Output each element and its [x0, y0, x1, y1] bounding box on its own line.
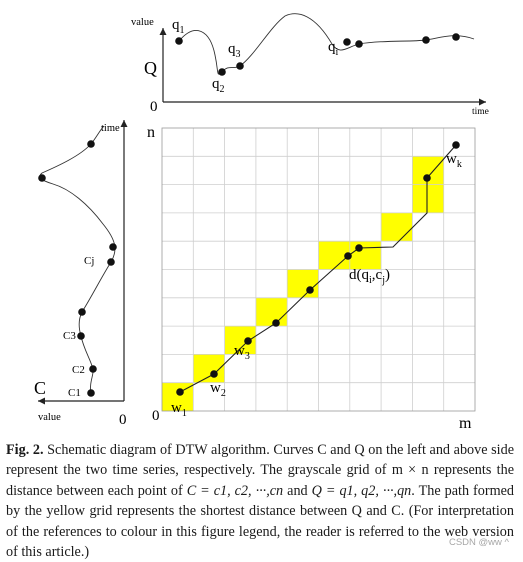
figure-caption: Fig. 2. Schematic diagram of DTW algorit…	[6, 440, 514, 562]
c1-label: C1	[68, 387, 81, 399]
path-cell	[349, 241, 382, 270]
c-point	[78, 308, 86, 316]
watermark: CSDN @ww ^	[448, 537, 509, 548]
q-point	[343, 38, 351, 46]
caption-text-2: and	[283, 482, 312, 499]
c-point	[109, 243, 117, 251]
q2-label: q2	[212, 76, 225, 95]
top-plot-origin-label: 0	[150, 99, 158, 115]
path-point	[244, 337, 252, 345]
c3-label: C3	[63, 330, 76, 342]
c-point	[89, 365, 97, 373]
q-point	[175, 37, 183, 45]
c-point	[38, 174, 46, 182]
left-plot-time-label: time	[101, 123, 120, 134]
path-point	[306, 286, 314, 294]
w3-label: w3	[234, 343, 250, 362]
c-point	[77, 332, 85, 340]
c-point	[87, 140, 95, 148]
dtw-figure: value time Q 0 q1 q2 q3 qi time value C …	[34, 13, 489, 432]
q-point	[236, 62, 244, 70]
distance-label: d(qi,cj)	[349, 267, 390, 286]
path-point	[272, 319, 280, 327]
top-plot-q: value time Q 0 q1 q2 q3 qi	[131, 13, 489, 117]
grid-cols-label: m	[459, 415, 472, 432]
w2-label: w2	[210, 380, 226, 399]
path-point	[355, 244, 363, 252]
c-point	[87, 389, 95, 397]
q1-label: q1	[172, 17, 185, 36]
q-point	[355, 40, 363, 48]
q-point	[422, 36, 430, 44]
path-cell	[255, 297, 288, 327]
grid-rows-label: n	[147, 124, 155, 141]
c2-label: C2	[72, 364, 85, 376]
caption-equation-q: Q = q1, q2, ···,qn	[311, 482, 412, 499]
path-cell	[381, 212, 413, 242]
q-point	[218, 68, 226, 76]
q-point	[452, 33, 460, 41]
left-plot-series-label: C	[34, 378, 46, 398]
c-curve	[39, 125, 116, 394]
caption-text-3: . The path formed by the yellow grid rep…	[6, 482, 515, 561]
wk-label: wk	[446, 151, 462, 170]
cj-label: Cj	[84, 255, 94, 267]
caption-equation-c: C = c1, c2, ···,cn	[186, 482, 284, 499]
left-plot-origin-label: 0	[119, 412, 127, 428]
q3-label: q3	[228, 41, 241, 60]
left-plot-c: time value C 0 Cj C3 C2 C1	[34, 120, 128, 428]
grid-border	[161, 127, 476, 412]
c-point	[107, 258, 115, 266]
path-point	[210, 370, 218, 378]
path-point	[452, 141, 460, 149]
caption-text-1: Schematic diagram of DTW algorithm. Curv…	[6, 442, 514, 499]
path-cell	[412, 184, 444, 213]
caption-label: Fig. 2.	[6, 442, 44, 458]
top-plot-series-label: Q	[144, 58, 157, 78]
path-point	[423, 174, 431, 182]
path-point	[176, 388, 184, 396]
top-plot-x-axis-label: time	[472, 107, 489, 117]
qi-label: qi	[328, 39, 339, 58]
top-plot-y-axis-label: value	[131, 17, 154, 28]
path-cell	[287, 269, 319, 298]
grid-origin-label: 0	[152, 408, 160, 424]
q-curve	[178, 13, 475, 75]
w1-label: w1	[171, 400, 187, 419]
left-plot-value-label: value	[38, 412, 61, 423]
dtw-grid: n m 0 w1 w2 w3 wk d(qi,cj)	[147, 124, 476, 432]
path-point	[344, 252, 352, 260]
